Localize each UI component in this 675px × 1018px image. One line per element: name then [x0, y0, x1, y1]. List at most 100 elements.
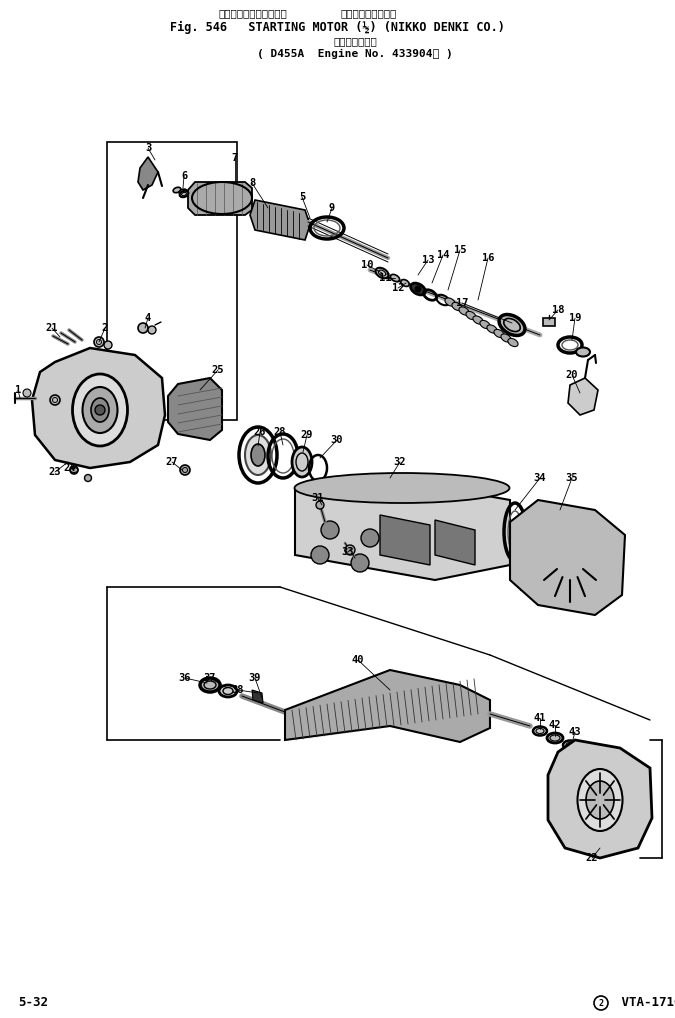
Ellipse shape	[401, 280, 409, 286]
Ellipse shape	[466, 312, 476, 320]
Ellipse shape	[245, 435, 271, 475]
Text: ( D455A  Engine No. 433904～ ): ( D455A Engine No. 433904～ )	[257, 49, 453, 59]
Bar	[542, 544, 560, 564]
Ellipse shape	[251, 444, 265, 466]
Ellipse shape	[563, 740, 577, 749]
Text: 19: 19	[569, 313, 581, 323]
Text: 日　貨　電　機　製: 日 貨 電 機 製	[340, 8, 396, 18]
Polygon shape	[435, 520, 475, 565]
Text: 5: 5	[299, 192, 305, 202]
Polygon shape	[188, 182, 252, 215]
Polygon shape	[168, 378, 222, 440]
Polygon shape	[138, 157, 158, 190]
Circle shape	[104, 341, 112, 349]
Text: 28: 28	[274, 427, 286, 437]
Ellipse shape	[533, 727, 547, 735]
Circle shape	[23, 389, 31, 397]
Ellipse shape	[82, 387, 117, 433]
Text: 3: 3	[145, 143, 151, 153]
Polygon shape	[548, 740, 652, 858]
Text: 23: 23	[49, 467, 61, 477]
Text: 27: 27	[166, 457, 178, 467]
Text: 7: 7	[232, 153, 238, 163]
Ellipse shape	[185, 191, 193, 196]
Ellipse shape	[292, 447, 312, 477]
Text: 37: 37	[204, 673, 216, 683]
Text: 18: 18	[551, 305, 564, 315]
Ellipse shape	[180, 190, 188, 197]
Circle shape	[311, 546, 329, 564]
Text: 16: 16	[482, 253, 494, 263]
Text: 43: 43	[569, 727, 581, 737]
Text: 5-32: 5-32	[18, 997, 48, 1010]
Text: 41: 41	[534, 713, 546, 723]
Ellipse shape	[487, 325, 497, 333]
Ellipse shape	[547, 733, 563, 743]
Text: 2: 2	[599, 999, 603, 1008]
Bar	[586, 518, 604, 538]
Bar	[520, 518, 538, 538]
Ellipse shape	[508, 338, 518, 346]
Text: 10: 10	[360, 260, 373, 270]
Bar	[542, 518, 560, 538]
Ellipse shape	[459, 306, 469, 316]
Circle shape	[321, 521, 339, 539]
Bar	[520, 544, 538, 564]
Text: 20: 20	[566, 370, 578, 380]
Text: 32: 32	[394, 457, 406, 467]
Ellipse shape	[410, 283, 425, 295]
Text: 29: 29	[301, 430, 313, 440]
Text: 12: 12	[392, 283, 404, 293]
Bar	[586, 544, 604, 564]
Bar	[586, 570, 604, 590]
Text: 13: 13	[422, 254, 434, 265]
Circle shape	[94, 337, 104, 347]
Ellipse shape	[72, 374, 128, 446]
Text: 4: 4	[145, 313, 151, 323]
Circle shape	[361, 529, 379, 547]
Text: 15: 15	[454, 245, 466, 254]
Polygon shape	[32, 348, 165, 468]
Polygon shape	[295, 475, 510, 580]
Bar	[564, 570, 582, 590]
Circle shape	[84, 474, 92, 482]
Ellipse shape	[452, 302, 462, 310]
Text: VTA-1710: VTA-1710	[614, 997, 675, 1010]
Polygon shape	[568, 378, 598, 415]
Text: スターティング　モータ: スターティング モータ	[218, 8, 287, 18]
Bar	[542, 570, 560, 590]
Polygon shape	[285, 670, 490, 742]
Circle shape	[345, 545, 355, 555]
Ellipse shape	[473, 316, 483, 324]
Text: 22: 22	[586, 853, 598, 863]
Bar	[564, 544, 582, 564]
Polygon shape	[252, 690, 263, 703]
Ellipse shape	[501, 334, 511, 342]
Ellipse shape	[294, 473, 510, 503]
Text: 30: 30	[331, 435, 344, 445]
Ellipse shape	[173, 187, 181, 192]
Text: 8: 8	[249, 178, 255, 188]
Text: Fig. 546   STARTING MOTOR (½) (NIKKO DENKI CO.): Fig. 546 STARTING MOTOR (½) (NIKKO DENKI…	[169, 20, 504, 34]
Circle shape	[95, 405, 105, 415]
Circle shape	[148, 326, 156, 334]
Ellipse shape	[586, 781, 614, 819]
Circle shape	[351, 554, 369, 572]
Text: 42: 42	[549, 720, 561, 730]
Circle shape	[316, 501, 324, 509]
Circle shape	[415, 286, 421, 292]
Text: 24: 24	[63, 463, 76, 473]
Ellipse shape	[578, 769, 622, 831]
Bar	[520, 570, 538, 590]
Text: 34: 34	[534, 473, 546, 483]
Text: 11: 11	[379, 273, 391, 283]
Polygon shape	[510, 500, 625, 615]
Polygon shape	[250, 200, 310, 240]
Ellipse shape	[480, 321, 490, 329]
Text: 40: 40	[352, 655, 364, 665]
Circle shape	[50, 395, 60, 405]
Bar	[564, 518, 582, 538]
Text: 9: 9	[329, 203, 335, 213]
Text: 17: 17	[456, 298, 468, 308]
Ellipse shape	[390, 275, 400, 282]
